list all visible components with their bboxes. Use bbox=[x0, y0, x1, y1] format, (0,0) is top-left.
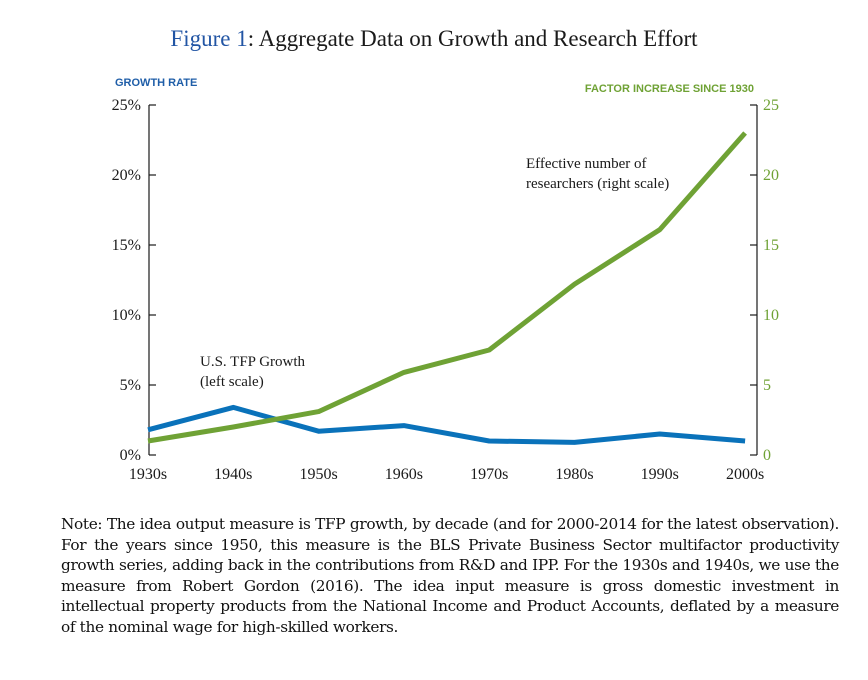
figure-note: Note: The idea output measure is TFP gro… bbox=[61, 515, 839, 636]
left-tick-label: 0% bbox=[120, 447, 141, 464]
right-tick-label: 20 bbox=[763, 167, 779, 184]
x-tick-label: 1960s bbox=[385, 466, 423, 483]
left-tick-label: 20% bbox=[112, 167, 141, 184]
figure-title-text: : Aggregate Data on Growth and Research … bbox=[247, 26, 698, 51]
x-tick-label: 1980s bbox=[555, 466, 593, 483]
right-tick-label: 0 bbox=[763, 447, 771, 464]
right-tick-label: 10 bbox=[763, 307, 779, 324]
researchers-line bbox=[147, 131, 747, 444]
tfp-growth-line bbox=[147, 404, 746, 445]
x-tick-label: 1950s bbox=[299, 466, 337, 483]
figure-number: Figure 1 bbox=[170, 26, 248, 51]
tfp-annotation: (left scale) bbox=[200, 374, 264, 390]
x-tick-label: 1970s bbox=[470, 466, 508, 483]
figure-title: Figure 1: Aggregate Data on Growth and R… bbox=[0, 26, 868, 52]
left-tick-label: 5% bbox=[120, 377, 141, 394]
right-tick-label: 15 bbox=[763, 237, 779, 254]
x-tick-label: 1930s bbox=[129, 466, 167, 483]
right-tick-label: 5 bbox=[763, 377, 771, 394]
researchers-annotation: researchers (right scale) bbox=[526, 176, 669, 192]
right-axis-title: FACTOR INCREASE SINCE 1930 bbox=[585, 83, 754, 95]
right-tick-label: 25 bbox=[763, 97, 779, 114]
left-axis-title: GROWTH RATE bbox=[115, 77, 197, 89]
left-tick-label: 10% bbox=[112, 307, 141, 324]
x-tick-label: 1940s bbox=[214, 466, 252, 483]
chart: 0% 5% 10% 15% 20% 25% 0 5 10 15 20 25 GROWTH RATE FAC… bbox=[112, 77, 779, 483]
left-tick-label: 15% bbox=[112, 237, 141, 254]
tfp-annotation: U.S. TFP Growth bbox=[200, 354, 306, 370]
left-tick-label: 25% bbox=[112, 97, 141, 114]
chart-labels: 0% 5% 10% 15% 20% 25% 0 5 10 15 20 25 GROWTH RATE FAC… bbox=[112, 77, 779, 483]
researchers-annotation: Effective number of bbox=[526, 156, 647, 172]
x-tick-label: 2000s bbox=[726, 466, 764, 483]
series-lines bbox=[147, 131, 747, 445]
x-tick-label: 1990s bbox=[641, 466, 679, 483]
axes bbox=[148, 104, 758, 456]
